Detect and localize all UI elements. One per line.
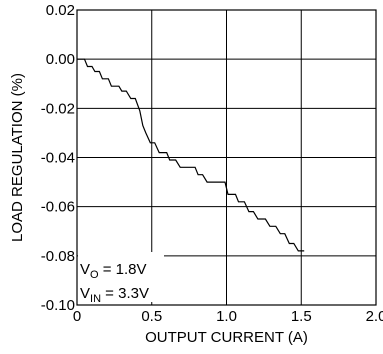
y-tick-label: 0.02 <box>46 2 75 19</box>
annotation-text: VIN = 3.3V <box>80 285 149 305</box>
y-tick-label: -0.10 <box>41 297 75 314</box>
plot-frame <box>76 9 377 306</box>
y-axis-label: LOAD REGULATION (%) <box>9 73 26 242</box>
x-tick-label: 0.5 <box>141 308 162 325</box>
x-tick-label: 1.5 <box>291 308 312 325</box>
tick-labels: 0 0.5 1.0 1.5 2.0 0.02 0.00 -0.02 -0.04 -0.06 -0.0… <box>41 2 383 325</box>
x-tick-label: 0 <box>73 308 81 325</box>
y-tick-label: -0.08 <box>41 248 75 265</box>
x-tick-label: 2.0 <box>366 308 383 325</box>
y-tick-label: 0.00 <box>46 51 75 68</box>
annotation-box <box>78 252 164 302</box>
y-tick-label: -0.02 <box>41 100 75 117</box>
y-tick-label: -0.06 <box>41 199 75 216</box>
series-line <box>77 58 305 252</box>
x-axis-label: OUTPUT CURRENT (A) <box>145 329 308 346</box>
y-tick-label: -0.04 <box>41 150 75 167</box>
annotation-text: VO = 1.8V <box>80 261 147 281</box>
grid-lines <box>77 10 376 305</box>
annotations: VO = 1.8V VIN = 3.3V <box>80 261 149 305</box>
x-tick-label: 1.0 <box>216 308 237 325</box>
